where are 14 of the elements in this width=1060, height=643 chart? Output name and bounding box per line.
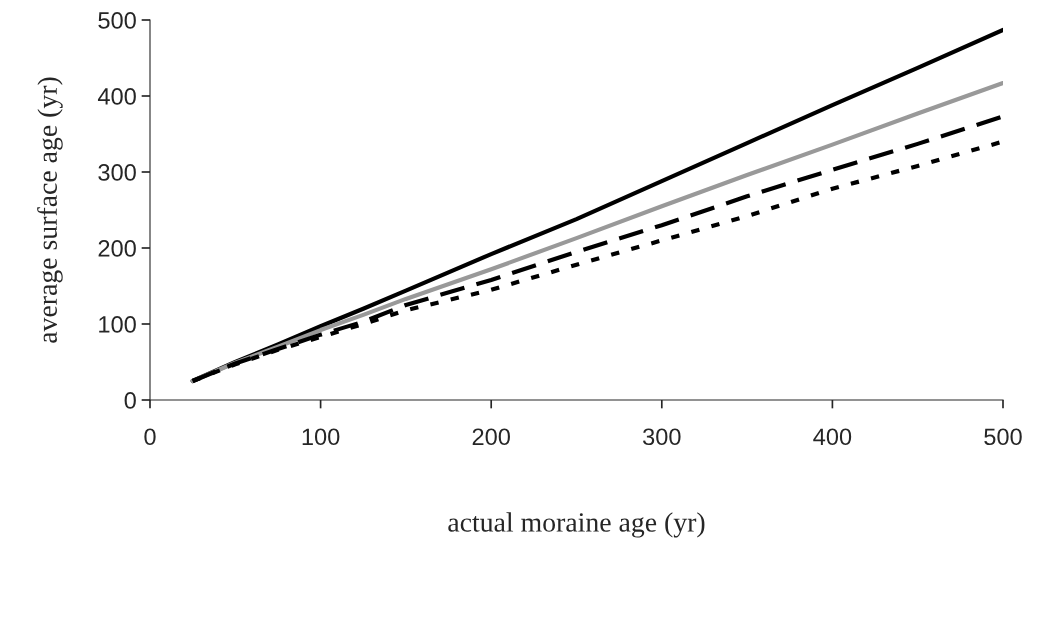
y-tick-label: 100 xyxy=(99,316,136,333)
x-tick-label: 0 xyxy=(144,428,156,446)
x-tick-label: 500 xyxy=(984,428,1022,446)
y-tick-label: 200 xyxy=(98,240,136,257)
y-tick-label: 300 xyxy=(98,164,136,181)
y-tick-label: 500 xyxy=(98,12,136,29)
y-tick-label: 0 xyxy=(124,392,136,409)
x-axis-title: actual moraine age (yr) xyxy=(448,512,705,538)
x-tick-label: 200 xyxy=(472,428,510,446)
x-tick-label: 300 xyxy=(643,428,681,446)
x-tick-label: 100 xyxy=(302,428,340,446)
y-axis-title: average surface age (yr) xyxy=(37,77,63,343)
x-tick-label: 400 xyxy=(813,428,852,446)
y-tick-label: 400 xyxy=(97,88,136,105)
